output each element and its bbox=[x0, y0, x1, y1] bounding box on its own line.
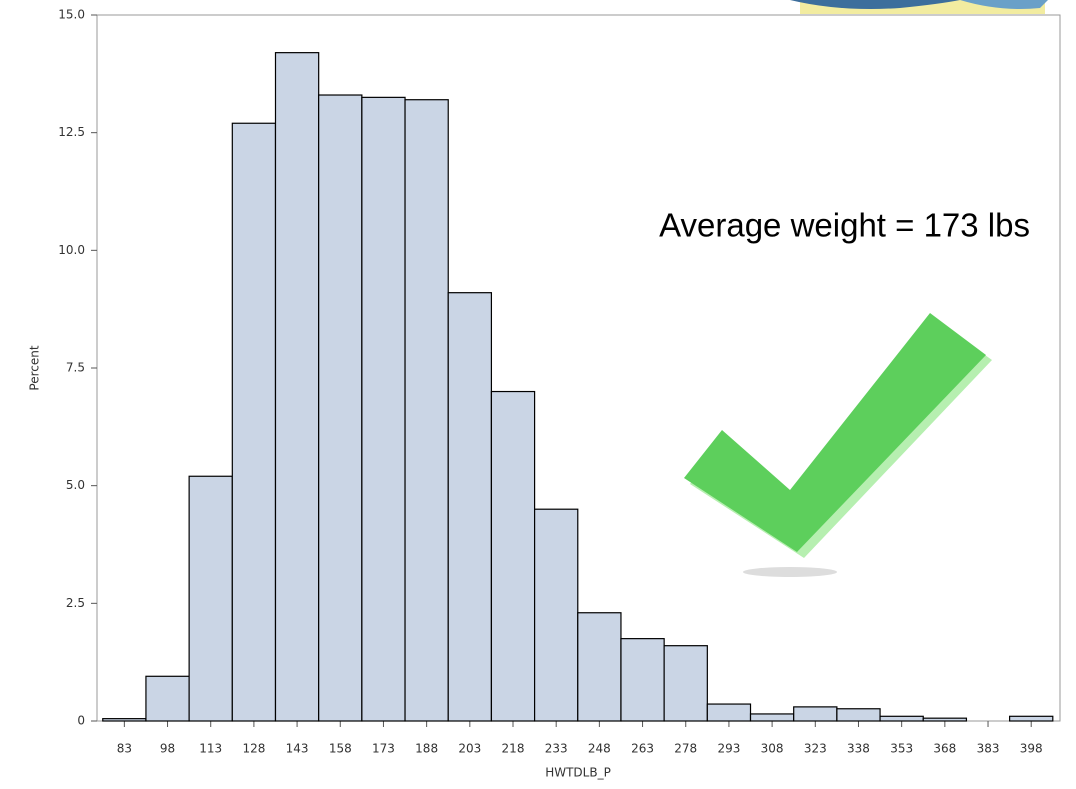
x-tick-label: 278 bbox=[674, 742, 697, 756]
x-tick-label: 83 bbox=[117, 742, 132, 756]
y-tick-label: 12.5 bbox=[58, 125, 85, 139]
y-tick-label: 15.0 bbox=[58, 8, 85, 22]
x-tick-label: 293 bbox=[717, 742, 740, 756]
bar bbox=[837, 709, 880, 721]
y-tick-label: 10.0 bbox=[58, 243, 85, 257]
bar bbox=[1010, 716, 1053, 721]
x-tick-label: 233 bbox=[545, 742, 568, 756]
x-tick-label: 143 bbox=[286, 742, 309, 756]
x-tick-label: 383 bbox=[977, 742, 1000, 756]
bar bbox=[448, 293, 491, 721]
x-tick-label: 218 bbox=[502, 742, 525, 756]
y-axis-label: Percent bbox=[28, 345, 42, 390]
bar bbox=[319, 95, 362, 721]
x-tick-label: 308 bbox=[761, 742, 784, 756]
bar bbox=[751, 714, 794, 721]
bar bbox=[621, 639, 664, 721]
bar bbox=[664, 646, 707, 721]
x-tick-label: 188 bbox=[415, 742, 438, 756]
bar bbox=[103, 719, 146, 721]
x-tick-label: 128 bbox=[242, 742, 265, 756]
page: Percent HWTDLB_P Average weight = 173 lb… bbox=[0, 0, 1076, 789]
annotation: Average weight = 173 lbs bbox=[659, 207, 1030, 244]
bar bbox=[578, 613, 621, 721]
bar bbox=[880, 716, 923, 721]
x-tick-label: 113 bbox=[199, 742, 222, 756]
x-tick-label: 353 bbox=[890, 742, 913, 756]
bar bbox=[275, 53, 318, 721]
x-tick-label: 368 bbox=[933, 742, 956, 756]
x-tick-label: 158 bbox=[329, 742, 352, 756]
bar bbox=[189, 476, 232, 721]
x-tick-label: 263 bbox=[631, 742, 654, 756]
chart: Percent HWTDLB_P Average weight = 173 lb… bbox=[0, 0, 1076, 789]
x-tick-label: 338 bbox=[847, 742, 870, 756]
x-axis-label: HWTDLB_P bbox=[545, 766, 611, 780]
x-tick-label: 98 bbox=[160, 742, 175, 756]
bar bbox=[405, 100, 448, 721]
bar bbox=[707, 704, 750, 721]
bar bbox=[794, 707, 837, 721]
x-tick-label: 203 bbox=[458, 742, 481, 756]
checkmark bbox=[684, 313, 992, 577]
bar bbox=[923, 718, 966, 721]
x-tick-label: 173 bbox=[372, 742, 395, 756]
x-tick-label: 323 bbox=[804, 742, 827, 756]
bar bbox=[535, 509, 578, 721]
bar bbox=[146, 676, 189, 721]
bar bbox=[362, 97, 405, 721]
bar bbox=[232, 123, 275, 721]
y-tick-label: 7.5 bbox=[66, 361, 85, 375]
x-tick-label: 398 bbox=[1020, 742, 1043, 756]
x-tick-label: 248 bbox=[588, 742, 611, 756]
y-tick-label: 0 bbox=[77, 714, 85, 728]
bar bbox=[491, 392, 534, 721]
y-tick-label: 5.0 bbox=[66, 478, 85, 492]
y-tick-label: 2.5 bbox=[66, 596, 85, 610]
decoration bbox=[790, 0, 1048, 14]
